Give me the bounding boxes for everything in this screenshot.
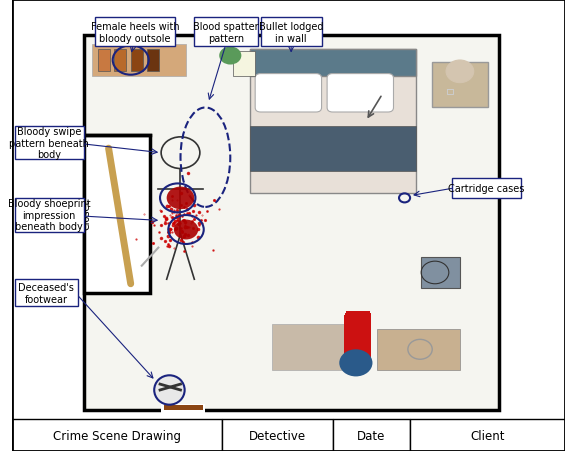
Bar xyxy=(432,63,488,108)
Bar xyxy=(98,50,110,72)
Circle shape xyxy=(167,187,194,210)
Bar xyxy=(377,329,460,370)
Bar xyxy=(250,50,416,77)
Bar xyxy=(250,50,416,194)
Text: Client: Client xyxy=(470,429,505,442)
Text: Cartridge cases: Cartridge cases xyxy=(448,183,524,193)
Text: Detective: Detective xyxy=(249,429,306,442)
Circle shape xyxy=(339,350,372,377)
Bar xyxy=(92,45,186,77)
Ellipse shape xyxy=(154,375,185,405)
Bar xyxy=(250,126,416,171)
Bar xyxy=(114,50,126,72)
Text: Entrance to
bedroom: Entrance to bedroom xyxy=(155,419,212,441)
Bar xyxy=(421,257,460,289)
FancyBboxPatch shape xyxy=(15,280,78,307)
Bar xyxy=(272,325,360,370)
Bar xyxy=(410,419,565,451)
Bar xyxy=(346,311,370,356)
FancyBboxPatch shape xyxy=(15,126,84,160)
Bar xyxy=(233,52,255,77)
Circle shape xyxy=(446,61,473,83)
Text: Closet: Closet xyxy=(81,199,92,230)
Text: Female heels with
bloody outsole: Female heels with bloody outsole xyxy=(90,22,179,43)
Text: Blood spatter
pattern: Blood spatter pattern xyxy=(193,22,259,43)
Bar xyxy=(12,419,222,451)
Bar xyxy=(161,405,206,413)
Bar xyxy=(84,135,150,293)
Text: Crime Scene Drawing: Crime Scene Drawing xyxy=(53,429,181,442)
Bar xyxy=(147,50,159,72)
FancyBboxPatch shape xyxy=(194,18,258,47)
Circle shape xyxy=(174,220,198,240)
Text: Bullet lodged
in wall: Bullet lodged in wall xyxy=(259,22,323,43)
FancyBboxPatch shape xyxy=(327,74,393,113)
FancyBboxPatch shape xyxy=(260,18,321,47)
Bar xyxy=(164,405,203,410)
Text: Deceased's
footwear: Deceased's footwear xyxy=(19,282,74,304)
Bar xyxy=(344,316,371,361)
Bar xyxy=(333,419,410,451)
FancyBboxPatch shape xyxy=(95,18,175,47)
FancyBboxPatch shape xyxy=(451,178,521,198)
Bar xyxy=(222,419,333,451)
Text: Bloody swipe
pattern beneath
body: Bloody swipe pattern beneath body xyxy=(9,127,89,160)
Text: Bloody shoeprint
impression
beneath body: Bloody shoeprint impression beneath body xyxy=(8,199,90,232)
FancyBboxPatch shape xyxy=(255,74,321,113)
Circle shape xyxy=(219,47,241,65)
FancyBboxPatch shape xyxy=(15,198,84,232)
Bar xyxy=(345,313,371,359)
Bar xyxy=(84,36,498,410)
Text: Date: Date xyxy=(357,429,385,442)
Bar xyxy=(131,50,143,72)
